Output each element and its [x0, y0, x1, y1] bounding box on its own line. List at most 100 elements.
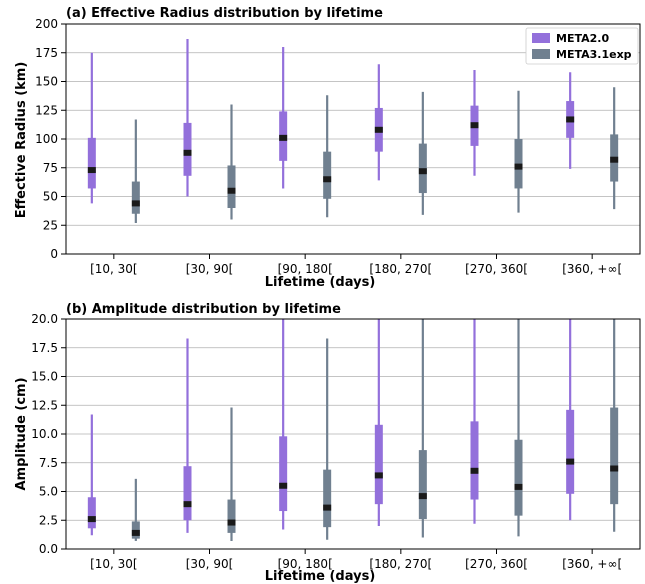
median-marker: [323, 504, 332, 511]
iqr-box: [374, 424, 383, 505]
iqr-box: [183, 466, 192, 521]
panel-a-title: (a) Effective Radius distribution by lif…: [66, 6, 383, 21]
box-meta20-4: [470, 319, 479, 524]
box-meta20-3: [374, 64, 383, 181]
panel-b-title: (b) Amplitude distribution by lifetime: [66, 302, 341, 317]
panel-b-ylabel: Amplitude (cm): [14, 377, 29, 490]
iqr-box: [566, 409, 575, 494]
median-marker: [566, 458, 575, 465]
median-marker: [279, 482, 288, 489]
median-marker: [418, 493, 427, 500]
y-tick-label: 175: [35, 46, 58, 60]
panel-a-boxes: [87, 38, 619, 223]
iqr-box: [470, 421, 479, 500]
iqr-box: [323, 151, 332, 199]
legend-label-meta2: META2.0: [556, 32, 609, 45]
panel-b-boxes: [87, 319, 619, 541]
median-marker: [514, 483, 523, 490]
median-marker: [514, 163, 523, 170]
y-tick-label: 15.0: [31, 370, 58, 384]
median-marker: [374, 472, 383, 479]
panel-b-xlabel: Lifetime (days): [265, 569, 376, 584]
iqr-box: [279, 436, 288, 512]
box-meta20-2: [279, 319, 288, 530]
box-meta31exp-2: [323, 338, 332, 540]
y-tick-label: 50: [43, 190, 58, 204]
y-tick-label: 5.0: [39, 485, 58, 499]
box-meta20-1: [183, 338, 192, 533]
panel-a-x-ticks: [10, 30[ [30, 90[ [90, 180[ [180, 270[ [270,…: [90, 254, 622, 276]
box-meta31exp-3: [418, 319, 427, 538]
x-tick-label: [30, 90[: [186, 262, 234, 276]
y-tick-label: 0.0: [39, 542, 58, 556]
panel-b-frame: [65, 318, 641, 550]
median-marker: [227, 519, 236, 526]
x-tick-label: [360, +∞[: [562, 262, 622, 276]
median-marker: [610, 156, 619, 163]
box-meta20-0: [87, 414, 96, 536]
iqr-box: [131, 181, 140, 214]
y-tick-label: 0: [50, 247, 58, 261]
box-meta31exp-5: [610, 87, 619, 210]
panel-b-gridlines: [66, 318, 640, 550]
panel-a-y-ticks: 0 25 50 75 100 125 150 175 200: [35, 17, 66, 261]
y-tick-label: 2.5: [39, 513, 58, 527]
panel-b-x-ticks: [10, 30[[30, 90[[90, 180[[180, 270[[270,…: [90, 549, 622, 571]
iqr-box: [227, 165, 236, 208]
iqr-box: [183, 122, 192, 176]
y-tick-label: 7.5: [39, 456, 58, 470]
y-tick-label: 20.0: [31, 312, 58, 326]
median-marker: [87, 516, 96, 523]
iqr-box: [514, 439, 523, 516]
box-meta31exp-2: [323, 95, 332, 218]
x-tick-label: [360, +∞[: [562, 557, 622, 571]
box-meta20-1: [183, 38, 192, 197]
box-meta20-0: [87, 52, 96, 204]
median-marker: [183, 501, 192, 508]
box-meta31exp-1: [227, 407, 236, 541]
panel-a-ylabel: Effective Radius (km): [14, 62, 29, 219]
box-meta20-3: [374, 319, 383, 526]
y-tick-label: 200: [35, 17, 58, 31]
y-tick-label: 75: [43, 161, 58, 175]
panel-a-xlabel: Lifetime (days): [265, 275, 376, 290]
median-marker: [131, 529, 140, 536]
median-marker: [131, 200, 140, 207]
median-marker: [183, 149, 192, 156]
iqr-box: [227, 499, 236, 533]
legend-swatch-meta31exp: [532, 49, 550, 59]
median-marker: [566, 116, 575, 123]
x-tick-label: [10, 30[: [90, 262, 138, 276]
iqr-box: [87, 497, 96, 529]
box-meta20-2: [279, 47, 288, 189]
legend-box: [525, 27, 639, 65]
y-tick-label: 25: [43, 218, 58, 232]
y-tick-label: 100: [35, 132, 58, 146]
iqr-box: [610, 407, 619, 505]
panel-effective-radius: (a) Effective Radius distribution by lif…: [14, 6, 641, 290]
x-tick-label: [30, 90[: [186, 557, 234, 571]
y-tick-label: 125: [35, 103, 58, 117]
x-tick-label: [180, 270[: [369, 262, 432, 276]
box-meta31exp-0: [131, 478, 140, 541]
legend-label-meta31exp: META3.1exp: [556, 48, 632, 61]
median-marker: [374, 126, 383, 133]
x-tick-label: [90, 180[: [278, 262, 333, 276]
median-marker: [470, 122, 479, 129]
iqr-box: [323, 469, 332, 528]
box-meta31exp-0: [131, 119, 140, 223]
y-tick-label: 12.5: [31, 398, 58, 412]
y-tick-label: 10.0: [31, 427, 58, 441]
y-tick-label: 17.5: [31, 341, 58, 355]
box-meta31exp-3: [418, 91, 427, 215]
y-tick-label: 150: [35, 75, 58, 89]
median-marker: [470, 467, 479, 474]
x-tick-label: [90, 180[: [278, 557, 333, 571]
box-meta31exp-5: [610, 319, 619, 532]
legend-swatch-meta2: [532, 33, 550, 43]
median-marker: [87, 167, 96, 174]
x-tick-label: [270, 360[: [465, 262, 528, 276]
iqr-box: [418, 450, 427, 520]
panel-b-y-ticks: 0.0 2.5 5.0 7.5 10.0 12.5 15.0 17.5 20.0: [31, 312, 66, 556]
